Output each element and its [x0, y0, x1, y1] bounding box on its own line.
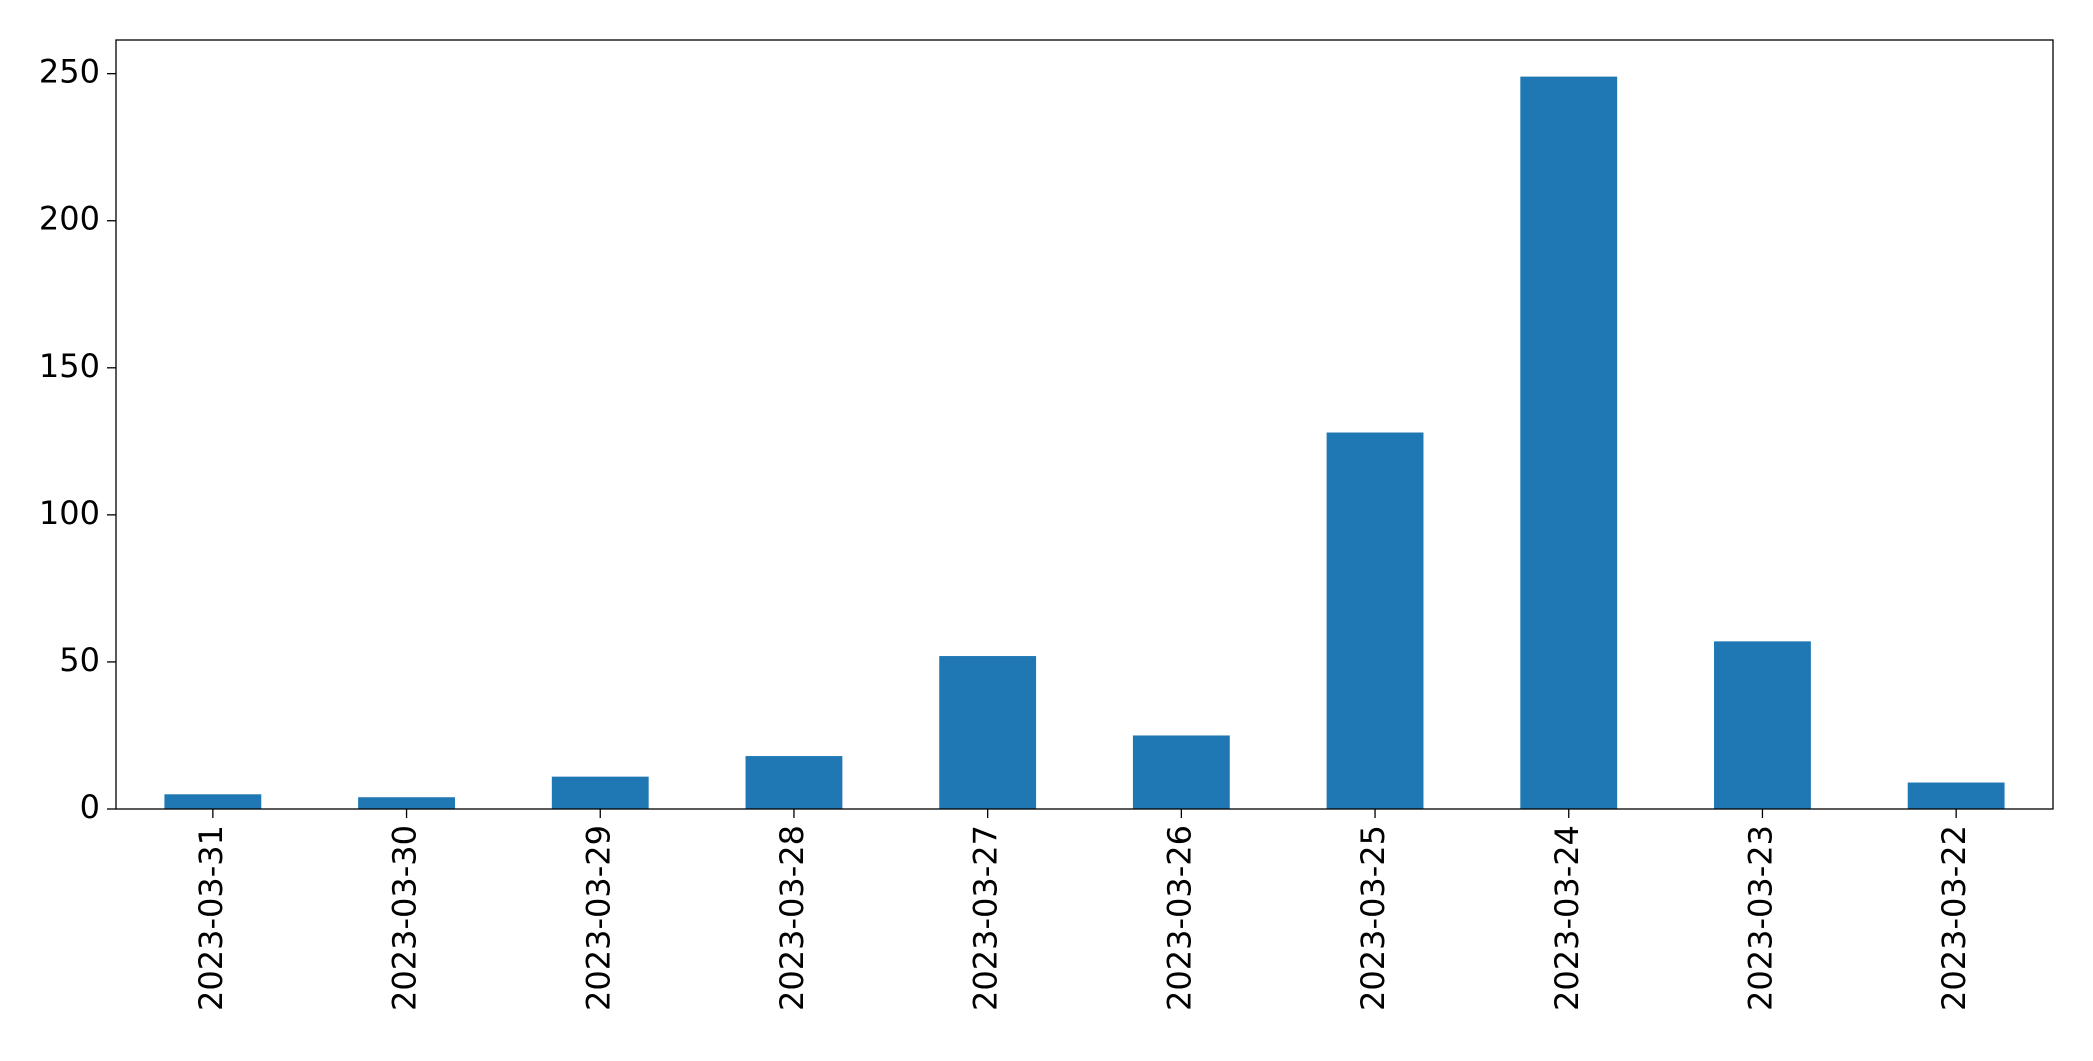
y-tick-label: 200: [39, 200, 100, 238]
x-tick-label: 2023-03-28: [773, 825, 811, 1011]
bar: [358, 797, 455, 809]
y-tick-label: 100: [39, 494, 100, 532]
bar: [1907, 782, 2005, 809]
x-tick-label: 2023-03-26: [1160, 825, 1198, 1011]
x-tick-label: 2023-03-24: [1548, 825, 1586, 1011]
y-tick-label: 150: [39, 347, 100, 385]
plot-frame: [115, 39, 2054, 810]
x-tick-label: 2023-03-30: [386, 825, 424, 1011]
bar: [1714, 641, 1811, 809]
bar: [1132, 735, 1230, 809]
x-tick-label: 2023-03-25: [1354, 825, 1392, 1011]
y-tick-label: 50: [59, 641, 100, 679]
y-tick-label: 0: [80, 788, 100, 826]
y-tick-label: 250: [39, 53, 100, 91]
bar: [939, 656, 1037, 809]
bar: [164, 794, 262, 809]
bar: [551, 776, 649, 809]
x-tick-label: 2023-03-23: [1741, 825, 1779, 1011]
bar: [745, 756, 843, 809]
x-tick-label: 2023-03-22: [1935, 825, 1973, 1011]
bar: [1520, 76, 1618, 810]
x-tick-label: 2023-03-31: [192, 825, 230, 1011]
bar: [1326, 432, 1424, 809]
x-tick-label: 2023-03-27: [967, 825, 1005, 1011]
x-tick-label: 2023-03-29: [579, 825, 617, 1011]
